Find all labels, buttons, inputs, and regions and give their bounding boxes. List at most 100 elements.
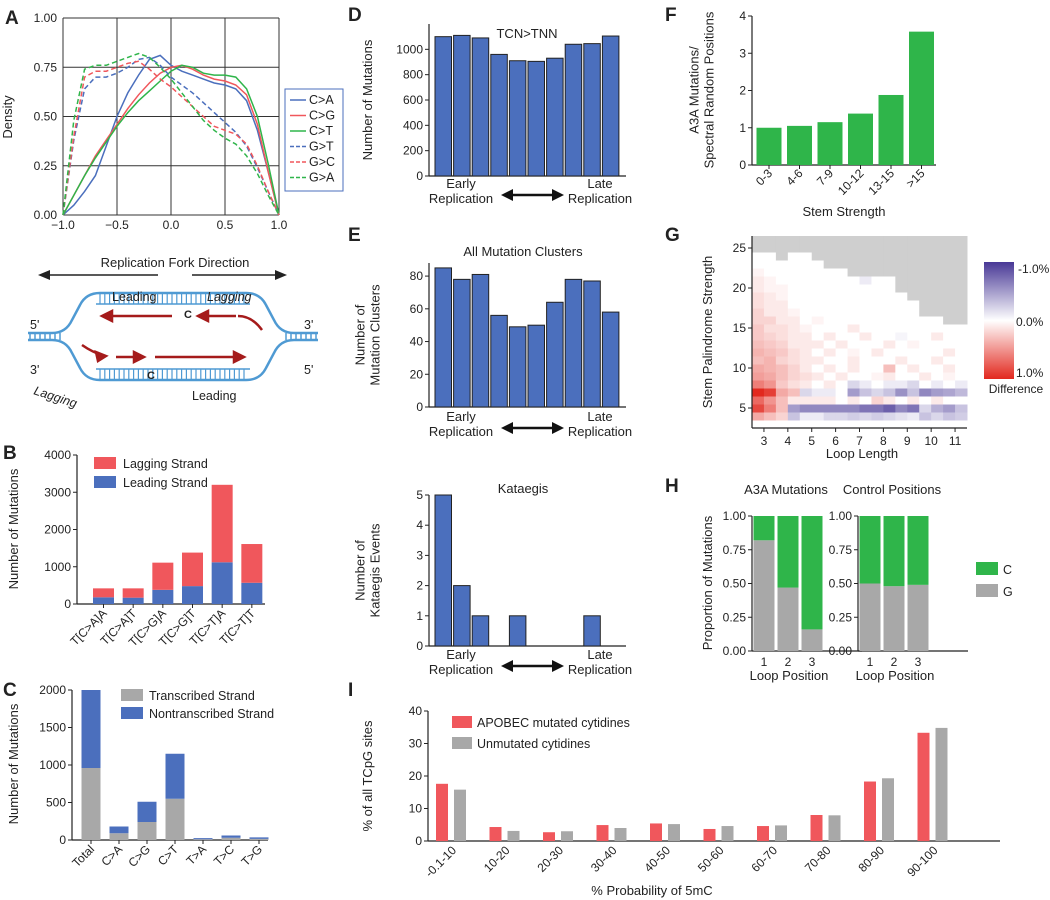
g-heatmap-cell: [895, 396, 908, 405]
a-ytick-label: 0.50: [34, 110, 58, 124]
i-bar-mutated: [543, 832, 555, 841]
g-heatmap-cell: [919, 292, 932, 301]
nascent-arrowhead-icon: [195, 308, 210, 324]
g-heatmap-cell: [919, 420, 932, 429]
g-heatmap-cell: [799, 316, 813, 325]
g-heatmap-cell: [943, 332, 956, 341]
g-heatmap-cell: [752, 348, 765, 357]
g-heatmap-cell: [823, 260, 837, 269]
g-heatmap-cell: [931, 340, 944, 349]
h1-ytick-label: 0.00: [723, 644, 747, 658]
g-heatmap-cell: [919, 308, 932, 317]
g-colorbar-label-max: 1.0%: [1016, 366, 1044, 380]
g-heatmap-cell: [907, 324, 920, 333]
g-heatmap-cell: [799, 396, 813, 405]
g-heatmap-cell: [835, 372, 849, 381]
e2-ytick-label: 1: [416, 609, 423, 623]
c-xtick-label: T>C: [211, 842, 237, 868]
g-heatmap-cell: [919, 404, 932, 413]
g-heatmap-cell: [799, 372, 813, 381]
c-legend-swatch: [121, 707, 143, 719]
h2-bar-c: [883, 516, 905, 587]
h1-ytick-label: 0.50: [723, 577, 747, 591]
d-ytick-label: 600: [403, 93, 423, 107]
g-heatmap-cell: [883, 420, 896, 429]
g-heatmap-cell: [823, 252, 837, 261]
a-xtick-label: 0.0: [163, 218, 180, 232]
g-heatmap-cell: [907, 276, 920, 285]
f-ytick-label: 3: [739, 46, 746, 60]
e2-note-late: Late Replication: [568, 647, 632, 677]
g-heatmap-cell: [847, 412, 860, 421]
g-heatmap-cell: [907, 236, 920, 245]
f-xtick-label: 4-6: [783, 166, 805, 188]
g-heatmap-cell: [847, 348, 860, 357]
g-heatmap-cell: [955, 244, 968, 253]
g-heatmap-cell: [883, 244, 896, 253]
g-heatmap-cell: [895, 268, 908, 277]
e2-arrowhead-left-icon: [501, 660, 513, 672]
i-bar-mutated: [810, 815, 823, 841]
g-heatmap-cell: [752, 308, 765, 317]
c-bar-nontranscribed: [193, 838, 213, 840]
g-heatmap-cell: [787, 308, 801, 317]
g-heatmap-cell: [752, 412, 765, 421]
b-ytick-label: 3000: [44, 485, 71, 499]
g-heatmap-cell: [799, 308, 813, 317]
a-legend-label: G>C: [309, 155, 335, 169]
g-heatmap-cell: [955, 364, 968, 373]
g-heatmap-cell: [919, 388, 932, 397]
g-heatmap-cell: [859, 268, 872, 277]
g-heatmap-cell: [943, 268, 956, 277]
c-bar-nontranscribed: [81, 690, 101, 768]
g-heatmap-cell: [883, 388, 896, 397]
g-heatmap-cell: [811, 380, 825, 389]
e1-bar: [546, 301, 564, 408]
g-heatmap-cell: [823, 332, 837, 341]
c-bar-nontranscribed: [137, 801, 157, 822]
g-heatmap-cell: [787, 396, 801, 405]
g-heatmap-cell: [931, 324, 944, 333]
fork-direction-title: Replication Fork Direction: [101, 255, 250, 270]
label-c-top: C: [184, 309, 192, 321]
g-heatmap-cell: [835, 284, 849, 293]
g-heatmap-cell: [835, 348, 849, 357]
g-heatmap-cell: [847, 380, 860, 389]
g-heatmap-cell: [859, 364, 872, 373]
g-heatmap-cell: [871, 260, 884, 269]
g-heatmap-cell: [823, 316, 837, 325]
g-heatmap-cell: [823, 356, 837, 365]
b-ytick-label: 2000: [44, 523, 71, 537]
replication-fork-diagram: Replication Fork Direction Leading Laggi…: [28, 255, 318, 411]
g-heatmap-cell: [931, 268, 944, 277]
panel-letter-b: B: [3, 443, 17, 464]
g-heatmap-cell: [787, 260, 801, 269]
g-heatmap-cell: [883, 252, 896, 261]
g-heatmap-cell: [847, 236, 860, 245]
g-heatmap-cell: [919, 324, 932, 333]
g-heatmap-cell: [763, 380, 777, 389]
g-heatmap-cell: [943, 284, 956, 293]
label-lagging-top: Lagging: [207, 290, 252, 304]
d-ytick-label: 800: [403, 68, 423, 82]
g-heatmap-cell: [907, 268, 920, 277]
g-heatmap-cell: [835, 308, 849, 317]
g-heatmap-cell: [955, 340, 968, 349]
g-heatmap-cell: [799, 260, 813, 269]
g-heatmap-cell: [823, 340, 837, 349]
g-heatmap-cell: [775, 364, 789, 373]
c-xtick-label: C>A: [98, 842, 125, 869]
d-ytick-label: 1000: [396, 42, 423, 56]
g-heatmap-cell: [799, 332, 813, 341]
g-heatmap-cell: [859, 276, 872, 285]
e1-bar: [508, 326, 527, 408]
f-bar: [756, 127, 782, 165]
g-heatmap-cell: [919, 268, 932, 277]
g-heatmap-cell: [943, 308, 956, 317]
g-heatmap-cell: [931, 300, 944, 309]
a-legend-label: C>A: [309, 93, 334, 107]
i-bar-mutated: [917, 732, 930, 841]
g-heatmap-cell: [859, 292, 872, 301]
a-legend-label: G>T: [309, 140, 334, 154]
g-heatmap-cell: [871, 404, 884, 413]
